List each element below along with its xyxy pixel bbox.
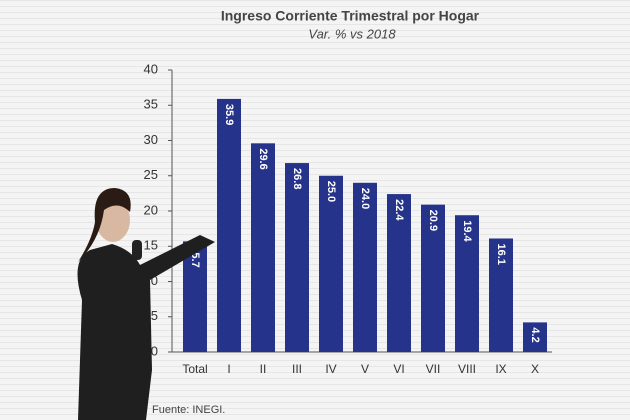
value-label: 29.6 (257, 148, 269, 169)
bar (183, 241, 207, 352)
y-tick-label: 0 (151, 343, 158, 358)
y-tick-label: 20 (144, 202, 158, 217)
y-tick-label: 5 (151, 308, 158, 323)
value-label: 19.4 (461, 220, 473, 242)
presenter (77, 188, 215, 420)
x-tick-label: IX (495, 362, 506, 376)
bar (353, 182, 377, 352)
x-tick-label: VI (393, 362, 404, 376)
value-label: 16.1 (495, 243, 507, 264)
chart-subtitle: Var. % vs 2018 (308, 26, 396, 41)
y-tick-label: 30 (144, 132, 158, 147)
value-label: 26.8 (291, 168, 303, 189)
x-tick-label: II (260, 362, 267, 376)
bar (251, 143, 275, 352)
value-label: 25.0 (325, 181, 337, 202)
bar (387, 194, 411, 352)
chart-title: Ingreso Corriente Trimestral por Hogar (221, 8, 480, 24)
bar (285, 163, 309, 352)
x-tick-label: X (531, 362, 539, 376)
bar (523, 322, 547, 352)
value-label: 24.0 (359, 188, 371, 209)
x-tick-label: Total (182, 362, 207, 376)
bar (421, 204, 445, 352)
x-tick-label: III (292, 362, 302, 376)
value-label: 20.9 (427, 210, 439, 231)
y-tick-label: 40 (144, 61, 158, 76)
y-tick-label: 35 (144, 97, 158, 112)
value-label: 4.2 (529, 327, 541, 342)
bar (455, 215, 479, 352)
y-tick-label: 25 (144, 167, 158, 182)
value-label: 35.9 (223, 104, 235, 125)
bar (489, 238, 513, 352)
bar (319, 175, 343, 352)
source-note: Fuente: INEGI. (152, 404, 225, 416)
bar (217, 98, 241, 352)
value-label: 22.4 (393, 199, 405, 221)
x-tick-label: V (361, 362, 369, 376)
x-tick-label: I (227, 362, 230, 376)
y-tick-label: 15 (144, 238, 158, 253)
x-tick-label: VIII (458, 362, 476, 376)
x-tick-label: IV (325, 362, 336, 376)
x-tick-label: VII (426, 362, 441, 376)
